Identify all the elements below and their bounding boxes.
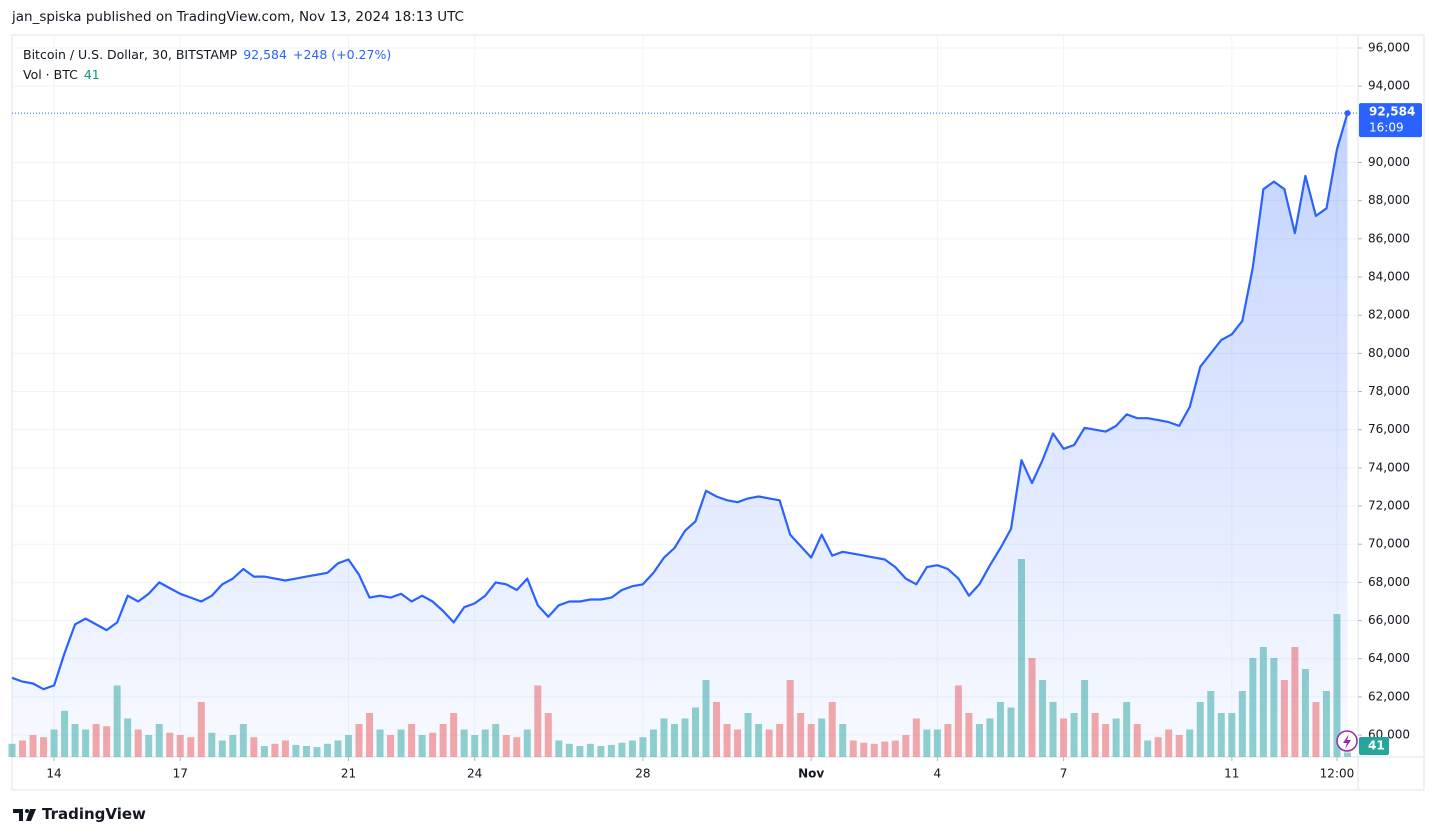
y-tick-label: 62,000 (1368, 689, 1410, 703)
volume-tag-label: 41 (1368, 739, 1385, 753)
y-tick-label: 74,000 (1368, 460, 1410, 474)
x-tick-label: 11 (1224, 767, 1239, 781)
publish-header: jan_spiska published on TradingView.com,… (12, 9, 464, 25)
y-tick-label: 88,000 (1368, 193, 1410, 207)
alert-bolt (1343, 734, 1351, 749)
y-tick-label: 94,000 (1368, 79, 1410, 93)
x-tick-label: 14 (46, 767, 61, 781)
volume-last: 41 (83, 67, 100, 82)
logo-mark (26, 809, 36, 821)
legend: Bitcoin / U.S. Dollar, 30, BITSTAMP 92,58… (23, 45, 397, 85)
price-change: +248 (+0.27%) (292, 47, 392, 62)
x-tick-label: 12:00 (1320, 767, 1355, 781)
y-tick-label: 84,000 (1368, 270, 1410, 284)
footer-brand: TradingView (42, 805, 146, 823)
x-tick-label: 28 (635, 767, 650, 781)
axes: 60,00062,00064,00066,00068,00070,00072,0… (46, 40, 1422, 781)
last-point (1344, 110, 1351, 117)
y-tick-label: 80,000 (1368, 346, 1410, 360)
price-tag (1359, 103, 1422, 138)
logo-dot (25, 809, 29, 813)
y-tick-label: 82,000 (1368, 308, 1410, 322)
y-tick-label: 90,000 (1368, 155, 1410, 169)
last-price: 92,584 (243, 47, 287, 62)
price-area (12, 113, 1348, 757)
x-tick-label: 7 (1060, 767, 1068, 781)
y-tick-label: 76,000 (1368, 422, 1410, 436)
countdown-label: 16:09 (1369, 121, 1404, 135)
price-pane (11, 110, 1358, 757)
y-tick-label: 96,000 (1368, 40, 1410, 54)
y-tick-label: 68,000 (1368, 575, 1410, 589)
x-tick-label: Nov (798, 767, 824, 781)
price-line (11, 112, 1349, 691)
x-tick-label: 24 (467, 767, 482, 781)
legend-row: Vol · BTC 41 (23, 65, 397, 85)
x-tick-label: 4 (934, 767, 942, 781)
logo (13, 809, 36, 821)
legend-row: Bitcoin / U.S. Dollar, 30, BITSTAMP 92,58… (23, 45, 397, 65)
chart-frame (11, 34, 1425, 791)
y-tick-label: 78,000 (1368, 384, 1410, 398)
logo-mark (13, 809, 23, 821)
price-tag-label: 92,584 (1369, 105, 1415, 119)
volume-title: Vol · BTC (23, 67, 78, 82)
x-tick-label: 17 (173, 767, 188, 781)
x-tick-label: 21 (341, 767, 356, 781)
y-tick-label: 64,000 (1368, 651, 1410, 665)
y-tick-label: 66,000 (1368, 613, 1410, 627)
symbol-title: Bitcoin / U.S. Dollar, 30, BITSTAMP (23, 47, 238, 62)
y-tick-label: 72,000 (1368, 499, 1410, 513)
y-tick-label: 86,000 (1368, 231, 1410, 245)
y-tick-label: 70,000 (1368, 537, 1410, 551)
volume-tag (1359, 737, 1389, 755)
